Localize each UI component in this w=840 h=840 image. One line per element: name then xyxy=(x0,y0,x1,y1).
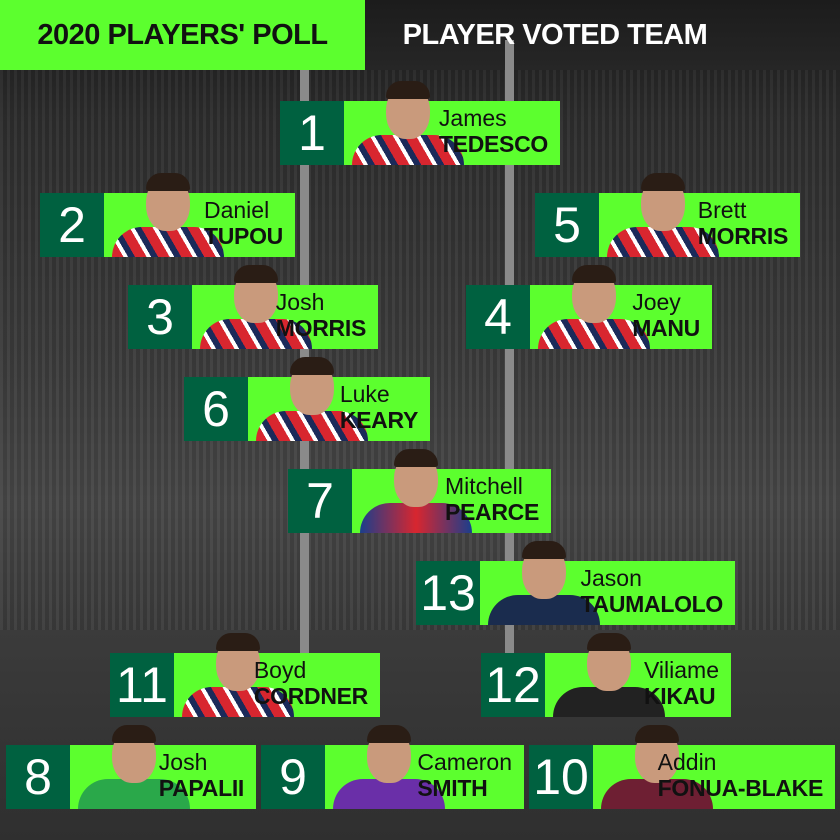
player-last-name: MANU xyxy=(632,315,700,341)
player-last-name: TAUMALOLO xyxy=(580,591,723,617)
player-last-name: PEARCE xyxy=(444,499,539,525)
jersey-number: 5 xyxy=(535,193,599,257)
player-first-name: Jason xyxy=(580,565,642,591)
jersey-number: 13 xyxy=(416,561,480,625)
player-photo xyxy=(252,355,372,441)
team-title: PLAYER VOTED TEAM xyxy=(402,18,708,51)
player-photo xyxy=(534,263,654,349)
player-last-name: PAPALII xyxy=(158,775,245,801)
player-first-name: Josh xyxy=(158,749,208,775)
player-photo xyxy=(178,631,298,717)
player-photo xyxy=(484,539,604,625)
player-card: 2 Daniel TUPOU xyxy=(40,173,295,257)
goal-post xyxy=(505,40,514,660)
player-first-name: James xyxy=(438,105,507,131)
jersey-number: 12 xyxy=(481,653,545,717)
poll-title: 2020 PLAYERS' POLL xyxy=(0,0,365,70)
player-card: 5 Brett MORRIS xyxy=(535,173,800,257)
player-card: 7 Mitchell PEARCE xyxy=(288,449,551,533)
player-first-name: Brett xyxy=(697,197,747,223)
player-last-name: TEDESCO xyxy=(438,131,548,157)
player-card: 10 Addin FONUA-BLAKE xyxy=(529,725,835,809)
jersey-number: 7 xyxy=(288,469,352,533)
player-first-name: Josh xyxy=(275,289,325,315)
jersey-number: 10 xyxy=(529,745,593,809)
player-last-name: MORRIS xyxy=(697,223,789,249)
jersey-number: 2 xyxy=(40,193,104,257)
player-first-name: Joey xyxy=(632,289,681,315)
player-last-name: KEARY xyxy=(339,407,418,433)
player-first-name: Daniel xyxy=(203,197,270,223)
player-last-name: KIKAU xyxy=(644,683,716,709)
player-photo xyxy=(196,263,316,349)
player-last-name: TUPOU xyxy=(203,223,283,249)
player-first-name: Mitchell xyxy=(444,473,523,499)
player-photo xyxy=(356,447,476,533)
player-card: 4 Joey MANU xyxy=(466,265,712,349)
player-first-name: Luke xyxy=(339,381,390,407)
player-first-name: Cameron xyxy=(417,749,512,775)
player-photo xyxy=(597,723,717,809)
player-last-name: CORDNER xyxy=(253,683,368,709)
jersey-number: 1 xyxy=(280,101,344,165)
player-photo xyxy=(74,723,194,809)
player-card: 11 Boyd CORDNER xyxy=(110,633,380,717)
jersey-number: 6 xyxy=(184,377,248,441)
player-photo xyxy=(329,723,449,809)
player-card: 3 Josh MORRIS xyxy=(128,265,378,349)
player-card: 8 Josh PAPALII xyxy=(6,725,256,809)
jersey-number: 3 xyxy=(128,285,192,349)
player-card: 13 Jason TAUMALOLO xyxy=(416,541,735,625)
jersey-number: 4 xyxy=(466,285,530,349)
jersey-number: 8 xyxy=(6,745,70,809)
jersey-number: 11 xyxy=(110,653,174,717)
player-last-name: FONUA-BLAKE xyxy=(657,775,824,801)
player-first-name: Addin xyxy=(657,749,717,775)
player-photo xyxy=(348,79,468,165)
player-card: 1 James TEDESCO xyxy=(280,81,560,165)
player-photo xyxy=(549,631,669,717)
player-first-name: Boyd xyxy=(253,657,307,683)
player-card: 12 Viliame KIKAU xyxy=(481,633,731,717)
player-last-name: MORRIS xyxy=(275,315,367,341)
jersey-number: 9 xyxy=(261,745,325,809)
player-first-name: Viliame xyxy=(644,657,719,683)
player-photo xyxy=(108,171,228,257)
player-card: 9 Cameron SMITH xyxy=(261,725,524,809)
player-card: 6 Luke KEARY xyxy=(184,357,430,441)
player-last-name: SMITH xyxy=(417,775,488,801)
player-photo xyxy=(603,171,723,257)
